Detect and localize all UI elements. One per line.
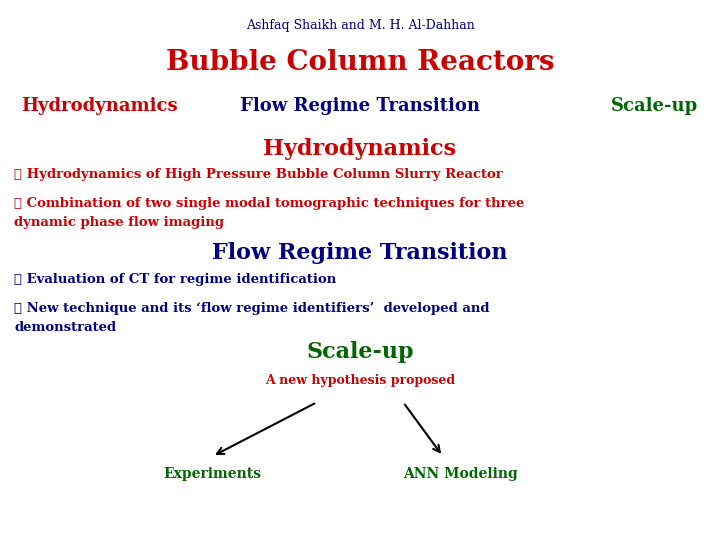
- Text: ✓ New technique and its ‘flow regime identifiers’  developed and: ✓ New technique and its ‘flow regime ide…: [14, 302, 490, 315]
- Text: Hydrodynamics: Hydrodynamics: [22, 97, 179, 115]
- Text: Scale-up: Scale-up: [306, 341, 414, 363]
- Text: ✓ Combination of two single modal tomographic techniques for three: ✓ Combination of two single modal tomogr…: [14, 197, 525, 210]
- Text: ✓ Hydrodynamics of High Pressure Bubble Column Slurry Reactor: ✓ Hydrodynamics of High Pressure Bubble …: [14, 168, 503, 181]
- Text: A new hypothesis proposed: A new hypothesis proposed: [265, 374, 455, 387]
- Text: Experiments: Experiments: [163, 467, 261, 481]
- Text: Flow Regime Transition: Flow Regime Transition: [212, 242, 508, 264]
- Text: Hydrodynamics: Hydrodynamics: [264, 138, 456, 160]
- Text: dynamic phase flow imaging: dynamic phase flow imaging: [14, 216, 225, 229]
- Text: ANN Modeling: ANN Modeling: [403, 467, 518, 481]
- Text: Scale-up: Scale-up: [611, 97, 698, 115]
- Text: Bubble Column Reactors: Bubble Column Reactors: [166, 49, 554, 76]
- Text: demonstrated: demonstrated: [14, 321, 117, 334]
- Text: ✓ Evaluation of CT for regime identification: ✓ Evaluation of CT for regime identifica…: [14, 273, 337, 286]
- Text: Ashfaq Shaikh and M. H. Al-Dahhan: Ashfaq Shaikh and M. H. Al-Dahhan: [246, 19, 474, 32]
- Text: Flow Regime Transition: Flow Regime Transition: [240, 97, 480, 115]
